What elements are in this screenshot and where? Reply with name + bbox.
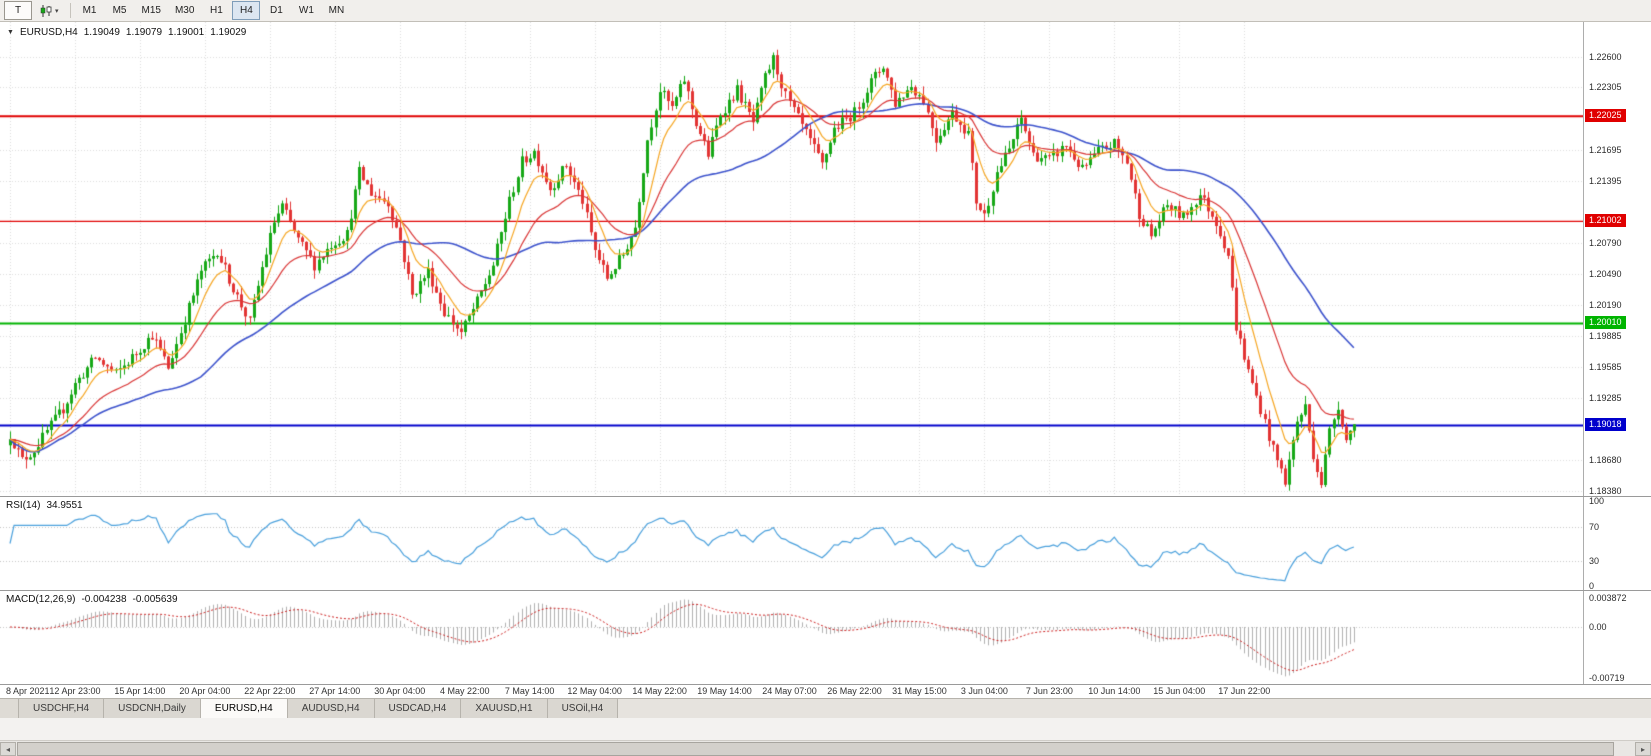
candlestick-chart-canvas[interactable]	[0, 22, 1583, 496]
macd-name: MACD(12,26,9)	[6, 594, 76, 605]
price-chart-panel: ▼ EURUSD,H4 1.19049 1.19079 1.19001 1.19…	[0, 22, 1651, 496]
macd-signal-value: -0.005639	[132, 594, 178, 605]
price-axis-label: 1.20790	[1589, 238, 1622, 249]
price-axis-label: 1.19885	[1589, 331, 1622, 342]
price-axis-label: 1.21695	[1589, 145, 1622, 156]
date-label: 14 May 22:00	[632, 686, 687, 696]
tool-button-t[interactable]: T	[4, 1, 32, 20]
chart-type-button[interactable]: ▾	[34, 1, 65, 20]
chart-tabs-bar: USDCHF,H4 USDCNH,Daily EURUSD,H4 AUDUSD,H4 U…	[0, 698, 1651, 718]
date-label: 30 Apr 04:00	[374, 686, 426, 696]
quote-low: 1.19001	[168, 27, 205, 38]
chart-header: ▼ EURUSD,H4 1.19049 1.19079 1.19001 1.19…	[7, 27, 246, 38]
timeframe-button-mn[interactable]: MN	[328, 5, 345, 16]
date-label: 31 May 15:00	[892, 686, 947, 696]
date-label: 12 Apr 23:00	[49, 686, 101, 696]
macd-label: MACD(12,26,9) -0.004238 -0.005639	[6, 594, 178, 605]
date-label: 10 Jun 14:00	[1088, 686, 1141, 696]
price-axis-label: 1.19585	[1589, 362, 1622, 373]
date-label: 26 May 22:00	[827, 686, 882, 696]
price-level-tag: 1.22025	[1585, 109, 1626, 123]
time-axis[interactable]: 8 Apr 2021 12 Apr 23:00 15 Apr 14:00 20 Apr…	[0, 684, 1651, 698]
date-label: 3 Jun 04:00	[960, 686, 1008, 696]
symbol-collapse-icon: ▼	[7, 29, 14, 36]
macd-axis-label: 0.00	[1589, 622, 1607, 632]
timeframe-buttons: M1 M5 M15 M30 H1 H4 D1 W1 MN	[75, 1, 352, 20]
price-level-tag: 1.19018	[1585, 418, 1626, 432]
macd-canvas[interactable]	[0, 591, 1583, 684]
horizontal-scrollbar[interactable]: ◂ ▸	[0, 740, 1651, 756]
symbol-label: EURUSD,H4	[19, 27, 78, 38]
timeframe-button-h1[interactable]: H1	[210, 5, 223, 16]
rsi-scale[interactable]: 100 70 30 0	[1583, 496, 1651, 591]
chart-tab-eurusd-h4[interactable]: EURUSD,H4	[200, 699, 288, 718]
price-axis-label: 1.21395	[1589, 175, 1622, 186]
date-label: 15 Apr 14:00	[114, 686, 166, 696]
price-axis-label: 1.20490	[1589, 269, 1622, 280]
date-label: 4 May 22:00	[439, 686, 490, 696]
rsi-axis-label: 0	[1589, 581, 1595, 591]
rsi-axis-label: 100	[1589, 496, 1605, 506]
date-label: 24 May 07:00	[762, 686, 817, 696]
price-axis-label: 1.22600	[1589, 51, 1622, 62]
rsi-axis-label: 70	[1589, 521, 1600, 532]
date-label: 7 May 14:00	[504, 686, 555, 696]
rsi-name: RSI(14)	[6, 500, 41, 511]
toolbar-separator	[69, 3, 71, 18]
timeframe-button-m5[interactable]: M5	[112, 5, 127, 16]
tab-bar-corner	[0, 699, 19, 718]
chart-tab-usdchf-h4[interactable]: USDCHF,H4	[19, 699, 105, 718]
quote-open: 1.19049	[83, 27, 120, 38]
rsi-canvas[interactable]	[0, 497, 1583, 590]
status-strip	[0, 718, 1651, 740]
scroll-left-arrow[interactable]: ◂	[0, 742, 16, 756]
price-axis-label: 1.18380	[1589, 486, 1622, 497]
price-level-tag: 1.20010	[1585, 316, 1626, 330]
date-label: 7 Jun 23:00	[1025, 686, 1073, 696]
chart-tab-xauusd-h1[interactable]: XAUUSD,H1	[461, 699, 548, 718]
timeframe-button-m15[interactable]: M15	[141, 5, 161, 16]
price-axis-label: 1.22305	[1589, 82, 1622, 93]
price-level-tag: 1.21002	[1585, 214, 1626, 228]
scrollbar-thumb[interactable]	[17, 742, 1614, 756]
date-label: 22 Apr 22:00	[244, 686, 296, 696]
candlestick-chart-icon	[40, 4, 52, 17]
macd-panel: MACD(12,26,9) -0.004238 -0.005639 0.0038…	[0, 590, 1651, 684]
price-axis-label: 1.18680	[1589, 455, 1622, 466]
timeframe-button-h4[interactable]: H4	[232, 1, 261, 20]
date-label: 20 Apr 04:00	[179, 686, 231, 696]
chart-tab-usdcnh-daily[interactable]: USDCNH,Daily	[104, 699, 201, 718]
scroll-right-arrow[interactable]: ▸	[1635, 742, 1651, 756]
date-label: 19 May 14:00	[697, 686, 752, 696]
timeframe-button-d1[interactable]: D1	[270, 5, 283, 16]
macd-axis-label: 0.003872	[1589, 592, 1627, 603]
chevron-down-icon: ▾	[55, 7, 59, 15]
date-label: 17 Jun 22:00	[1218, 686, 1271, 696]
toolbar: T ▾ M1 M5 M15 M30 H1 H4 D1 W1 MN	[0, 0, 1651, 22]
macd-scale[interactable]: 0.003872 0.00 -0.00719	[1583, 591, 1651, 684]
timeframe-button-m1[interactable]: M1	[82, 5, 97, 16]
macd-main-value: -0.004238	[81, 594, 127, 605]
chart-tab-usdcad-h4[interactable]: USDCAD,H4	[374, 699, 462, 718]
date-label: 8 Apr 2021	[6, 686, 50, 696]
date-label: 15 Jun 04:00	[1153, 686, 1206, 696]
rsi-panel: RSI(14) 34.9551 100 70 30 0	[0, 496, 1651, 591]
quote-close: 1.19029	[210, 27, 247, 38]
macd-axis-label: -0.00719	[1589, 673, 1625, 683]
rsi-label: RSI(14) 34.9551	[6, 500, 83, 511]
date-label: 27 Apr 14:00	[309, 686, 361, 696]
rsi-axis-label: 30	[1589, 555, 1600, 566]
timeframe-button-w1[interactable]: W1	[298, 5, 314, 16]
date-label: 12 May 04:00	[567, 686, 622, 696]
price-axis-label: 1.20190	[1589, 299, 1622, 310]
quote-high: 1.19079	[125, 27, 163, 38]
price-axis-label: 1.19285	[1589, 393, 1622, 404]
timeframe-button-m30[interactable]: M30	[174, 5, 195, 16]
chart-tab-usoil-h4[interactable]: USOil,H4	[547, 699, 619, 718]
chart-tab-audusd-h4[interactable]: AUDUSD,H4	[287, 699, 375, 718]
price-scale[interactable]: 1.22600 1.22305 1.21695 1.21395 1.20790 1.204…	[1583, 22, 1651, 496]
rsi-value: 34.9551	[46, 500, 83, 511]
